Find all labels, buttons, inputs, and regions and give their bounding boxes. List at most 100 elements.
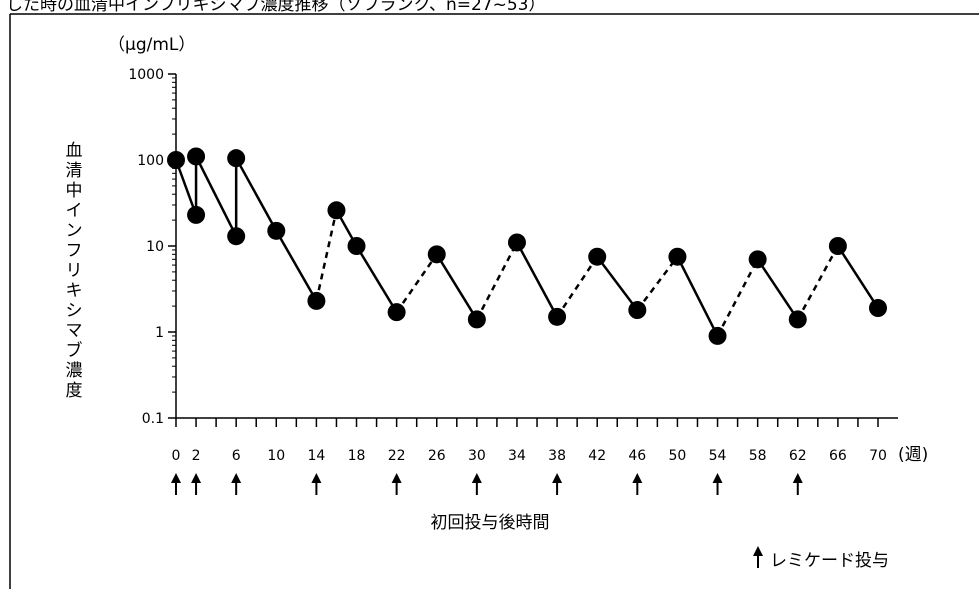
x-unit-label: (週) (898, 445, 928, 465)
y-minor-ticks (172, 77, 176, 393)
dose-arrow-icon (632, 473, 643, 495)
data-point (187, 205, 206, 224)
data-point (267, 221, 286, 240)
y-axis-label: 血清中インフリキシマブ濃度 (66, 141, 83, 401)
x-axis-label: 初回投与後時間 (431, 513, 550, 533)
x-tick-label: 50 (669, 448, 687, 464)
series-segment (596, 255, 639, 311)
data-point (467, 310, 486, 329)
x-tick-label: 70 (869, 448, 887, 464)
series-segment (475, 241, 519, 321)
x-minor-ticks (215, 418, 859, 427)
data-point (708, 326, 727, 345)
data-point (427, 245, 446, 264)
y-axis-label-char: 血 (66, 141, 83, 161)
y-tick-label: 0.1 (142, 411, 164, 427)
series-segment (636, 255, 679, 311)
dose-arrows (171, 473, 803, 495)
data-point (548, 307, 567, 326)
series-lines (174, 155, 880, 337)
y-ticks: 1000 100 10 1 0.1 (128, 67, 176, 427)
y-axis-label-char: ン (66, 221, 83, 241)
series-segment (235, 157, 278, 232)
x-tick-label: 34 (508, 448, 526, 464)
series-segment (355, 245, 398, 313)
series-segment (515, 241, 559, 318)
data-point (327, 201, 346, 220)
x-tick-label: 58 (749, 448, 767, 464)
y-axis-label-char: 度 (66, 381, 83, 401)
dose-arrow-icon (792, 473, 803, 495)
dose-arrow-icon (552, 473, 563, 495)
data-point (748, 250, 767, 269)
y-axis-label-char: シ (66, 301, 83, 321)
series-segment (395, 253, 438, 313)
data-point (788, 310, 807, 329)
x-tick-label: 62 (789, 448, 807, 464)
series-points (167, 147, 887, 345)
data-point (227, 149, 246, 168)
y-axis-label-char: イ (66, 201, 83, 221)
x-tick-label: 2 (192, 448, 201, 464)
y-tick-label: 100 (137, 153, 164, 169)
x-tick-label: 54 (709, 448, 727, 464)
dose-arrow-icon (191, 473, 202, 495)
series-segment (435, 253, 478, 321)
x-tick-label: 0 (172, 448, 181, 464)
x-ticks: 0 2 6 10 14 18 22 26 30 34 38 42 46 50 54 58 62 66 70 (172, 418, 887, 464)
x-tick-label: 46 (628, 448, 646, 464)
series-segment (756, 258, 799, 321)
y-tick-label: 10 (146, 239, 164, 255)
data-point (507, 233, 526, 252)
y-tick-label: 1000 (128, 67, 164, 83)
dose-arrow-icon (311, 473, 322, 495)
dose-arrow-icon (391, 473, 402, 495)
y-axis-label-char: 濃 (66, 361, 83, 381)
y-unit-label: （μg/mL） (108, 35, 195, 55)
data-point (628, 301, 647, 320)
chart-title-clipped: した時の血清中インフリキシマブ濃度推移（ソフランク、n=27~53） (6, 0, 546, 15)
y-axis-label-char: フ (66, 241, 83, 261)
series-segment (194, 155, 238, 237)
x-tick-label: 38 (548, 448, 566, 464)
dose-arrow-icon (171, 473, 181, 495)
y-axis-label-char: キ (66, 281, 83, 301)
x-tick-label: 6 (232, 448, 241, 464)
y-axis-label-char: ブ (66, 340, 83, 361)
legend-arrow-icon (753, 546, 763, 568)
series-segment (556, 256, 599, 318)
y-tick-label: 1 (155, 325, 164, 341)
dose-arrow-icon (471, 473, 482, 495)
data-point (668, 247, 687, 266)
dose-arrow-icon (231, 473, 242, 495)
x-tick-label: 66 (829, 448, 847, 464)
x-tick-label: 30 (468, 448, 486, 464)
x-tick-label: 22 (388, 448, 406, 464)
x-tick-label: 18 (348, 448, 366, 464)
x-tick-label: 10 (267, 448, 285, 464)
data-point (167, 151, 185, 169)
data-point (828, 237, 847, 255)
y-axis-label-char: 中 (66, 181, 83, 201)
series-segment (174, 159, 198, 216)
data-point (387, 303, 406, 322)
series-segment (796, 245, 839, 321)
data-point (347, 237, 366, 255)
series-segment (836, 245, 880, 309)
x-tick-label: 42 (588, 448, 606, 464)
series-segment (716, 258, 759, 337)
x-tick-label: 26 (428, 448, 446, 464)
series-segment (315, 210, 338, 302)
y-axis-label-char: マ (66, 321, 83, 341)
series-segment (676, 256, 719, 337)
data-point (307, 291, 326, 310)
data-point (869, 299, 887, 318)
x-tick-label: 14 (307, 448, 325, 464)
data-point (187, 147, 206, 166)
dose-arrow-icon (712, 473, 723, 495)
y-axis-label-char: リ (66, 261, 83, 281)
data-point (588, 247, 607, 266)
legend: レミケード投与 (753, 546, 889, 571)
series-segment (275, 230, 318, 302)
